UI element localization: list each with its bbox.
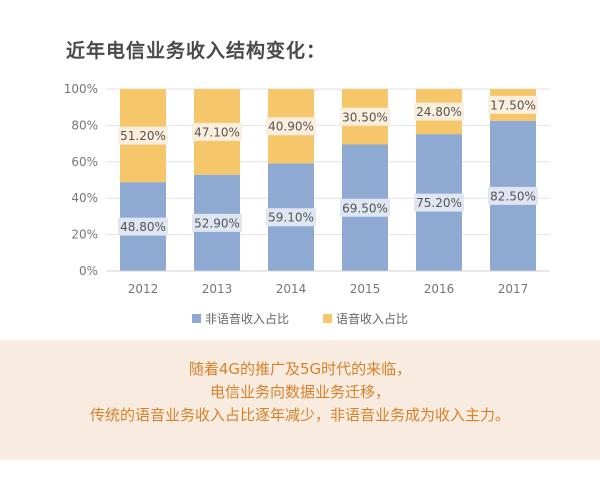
data-label: 52.90% xyxy=(194,216,240,230)
summary-line: 随着4G的推广及5G时代的来临， xyxy=(188,360,412,378)
data-label: 48.80% xyxy=(120,220,166,234)
x-tick-label: 2017 xyxy=(498,282,529,296)
y-tick-label: 20% xyxy=(71,228,98,242)
data-label: 30.50% xyxy=(342,110,388,124)
data-label-box xyxy=(340,198,390,217)
data-label: 40.90% xyxy=(268,120,314,134)
x-tick-label: 2012 xyxy=(128,282,159,296)
x-tick-label: 2014 xyxy=(276,282,307,296)
y-tick-label: 80% xyxy=(71,118,98,132)
y-tick-label: 40% xyxy=(71,191,98,205)
chart-legend: 非语音收入占比 语音收入占比 xyxy=(0,310,600,327)
data-label: 69.50% xyxy=(342,201,388,215)
x-tick-label: 2013 xyxy=(202,282,233,296)
data-label: 75.20% xyxy=(416,196,462,210)
summary-line: 电信业务向数据业务迁移， xyxy=(209,383,390,401)
data-label-box xyxy=(414,193,464,212)
data-label-box xyxy=(192,213,242,232)
data-label-box xyxy=(488,95,538,114)
summary-line: 传统的语音业务收入占比逐年减少，非语音业务成为收入主力。 xyxy=(89,406,510,424)
legend-label-voice: 语音收入占比 xyxy=(336,312,409,326)
y-tick-label: 100% xyxy=(64,82,98,96)
data-label: 47.10% xyxy=(194,125,240,139)
legend-item-voice: 语音收入占比 xyxy=(323,310,408,327)
data-label-box xyxy=(414,102,464,121)
data-label-box xyxy=(118,217,168,236)
x-tick-label: 2015 xyxy=(350,282,381,296)
data-label: 59.10% xyxy=(268,211,314,225)
data-label: 24.80% xyxy=(416,105,462,119)
data-label: 82.50% xyxy=(490,189,536,203)
legend-label-non-voice: 非语音收入占比 xyxy=(204,312,289,326)
y-tick-label: 0% xyxy=(79,264,98,278)
data-label-box xyxy=(266,208,316,227)
chart-title: 近年电信业务收入结构变化： xyxy=(66,40,327,62)
data-label: 51.20% xyxy=(120,129,166,143)
data-label-box xyxy=(118,126,168,145)
data-label-box xyxy=(266,117,316,136)
summary-text: 随着4G的推广及5G时代的来临， 电信业务向数据业务迁移， 传统的语音业务收入占… xyxy=(0,358,600,427)
stacked-bar-chart: 0% 20% 40% 60% 80% 100% 48.80% 51.20% 2012 52.90%… xyxy=(64,82,550,296)
data-label-box xyxy=(488,186,538,205)
y-tick-label: 60% xyxy=(71,155,98,169)
data-label: 17.50% xyxy=(490,98,536,112)
summary-panel xyxy=(0,340,600,460)
legend-swatch-voice xyxy=(323,314,332,323)
x-tick-label: 2016 xyxy=(424,282,455,296)
data-label-box xyxy=(340,107,390,126)
data-label-box xyxy=(192,122,242,141)
legend-swatch-non-voice xyxy=(191,314,201,323)
legend-item-non-voice: 非语音收入占比 xyxy=(191,310,289,327)
